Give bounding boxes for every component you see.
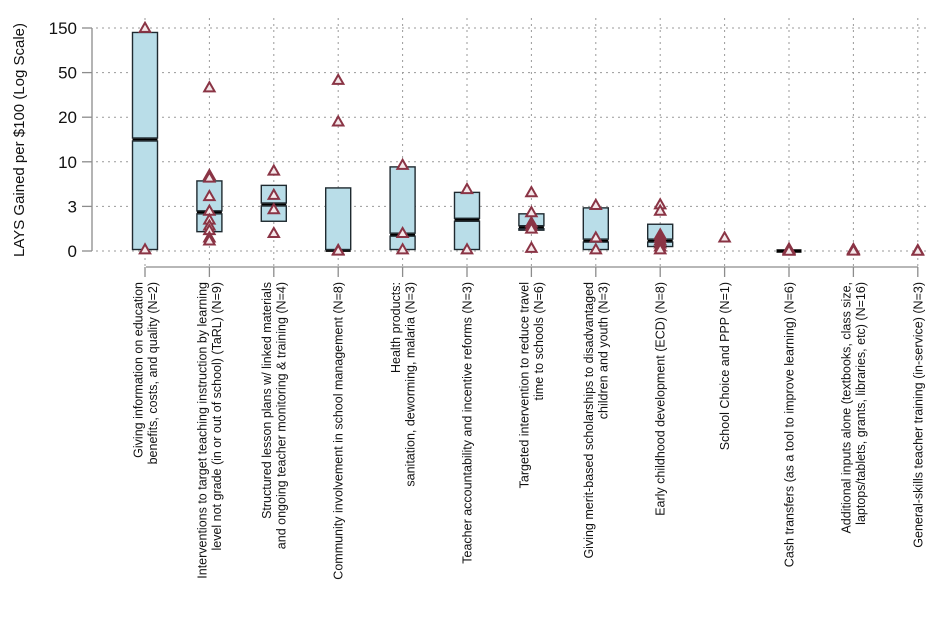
- y-tick-label: 150: [49, 19, 77, 38]
- data-point-triangle: [460, 181, 474, 195]
- category-label-line: Additional inputs alone (textbooks, clas…: [840, 282, 854, 534]
- data-point-triangle: [202, 80, 217, 93]
- category-label-line: and ongoing teacher monitoring & trainin…: [275, 282, 289, 549]
- box-upper: [325, 187, 352, 251]
- category-label-line: level not grade (in or out of school) (T…: [210, 282, 224, 551]
- x-ticks: Giving information on education benefits,…: [131, 267, 925, 580]
- x-tick-label: Giving information on education benefits,…: [131, 282, 160, 464]
- data-point-triangle: [202, 233, 217, 246]
- data-point-triangle: [202, 170, 217, 183]
- y-axis-title: LAYS Gained per $100 (Log Scale): [11, 23, 28, 257]
- gridlines: [96, 18, 930, 267]
- x-tick-label: Interventions to target teaching instruc…: [196, 282, 225, 579]
- data-point-triangle: [524, 221, 539, 234]
- x-tick-label: Giving merit-based scholarships to disad…: [582, 282, 611, 559]
- x-tick-label: Structured lesson plans w/ linked materi…: [260, 282, 289, 549]
- data-point-triangle: [138, 242, 152, 255]
- data-point-triangle: [910, 243, 925, 256]
- category-label-line: Teacher accountability and incentive ref…: [461, 282, 475, 564]
- data-points: [138, 20, 925, 256]
- x-tick-label: Targeted intervention to reduce travel ti…: [518, 282, 547, 488]
- data-point-triangle: [588, 230, 603, 243]
- data-point-triangle: [653, 203, 668, 216]
- data-point-triangle: [266, 163, 281, 176]
- y-tick-label: 0: [68, 242, 77, 261]
- data-point-triangle: [331, 72, 346, 85]
- x-tick-label: Community involvement in school manageme…: [332, 282, 346, 580]
- data-point-triangle: [395, 225, 410, 239]
- x-tick-label: Additional inputs alone (textbooks, clas…: [840, 282, 869, 534]
- category-label-line: Interventions to target teaching instruc…: [196, 282, 210, 579]
- boxes: [131, 31, 802, 253]
- box-lower: [131, 140, 159, 251]
- x-tick-label: Health products: sanitation, deworming, m…: [389, 282, 418, 487]
- category-label-line: Early childhood development (ECD) (N=8): [654, 282, 668, 516]
- data-point-triangle: [331, 243, 346, 256]
- x-tick-label: Teacher accountability and incentive ref…: [461, 282, 475, 564]
- data-point-triangle: [395, 242, 410, 255]
- y-tick-label: 20: [58, 108, 77, 127]
- category-label-line: School Choice and PPP (N=1): [718, 282, 732, 450]
- category-label-line: General-skills teacher training (in-serv…: [911, 282, 925, 548]
- category-label-line: time to schools (N=6): [532, 282, 546, 400]
- category-label-line: Cash transfers (as a tool to improve lea…: [783, 282, 797, 567]
- category-label-line: children and youth (N=3): [597, 282, 611, 419]
- data-point-triangle: [524, 185, 539, 198]
- y-ticks: 0 3 10 20 50 150: [49, 19, 92, 261]
- data-point-triangle: [202, 188, 217, 202]
- data-point-triangle: [846, 243, 861, 256]
- data-point-triangle: [138, 20, 152, 33]
- category-label-line: Structured lesson plans w/ linked materi…: [260, 282, 274, 519]
- data-point-triangle: [395, 157, 410, 170]
- category-label-line: Giving merit-based scholarships to disad…: [582, 282, 596, 559]
- data-point-triangle: [717, 230, 732, 243]
- data-point-triangle: [331, 114, 346, 127]
- data-point-triangle: [266, 225, 281, 239]
- data-point-triangle: [460, 242, 474, 255]
- x-tick-label: General-skills teacher training (in-serv…: [911, 282, 925, 548]
- y-tick-label: 50: [58, 64, 77, 83]
- y-tick-label: 3: [68, 197, 77, 216]
- category-label-line: sanitation, deworming, malaria (N=3): [403, 282, 417, 487]
- data-point-triangle: [266, 187, 281, 200]
- data-point-triangle: [588, 242, 603, 255]
- data-point-triangle: [653, 242, 668, 255]
- x-tick-label: Early childhood development (ECD) (N=8): [654, 282, 668, 516]
- x-tick-label: Cash transfers (as a tool to improve lea…: [783, 282, 797, 567]
- data-point-triangle: [782, 243, 796, 256]
- data-point-triangle: [524, 240, 539, 253]
- category-label-line: Giving information on education: [131, 282, 145, 458]
- box-upper: [131, 31, 159, 139]
- category-label-line: benefits, costs, and quality (N=2): [146, 282, 160, 464]
- category-label-line: Health products:: [389, 282, 403, 373]
- category-label-line: laptops/tablets, grants, libraries, etc)…: [854, 282, 868, 525]
- x-tick-label: School Choice and PPP (N=1): [718, 282, 732, 450]
- box-upper: [389, 166, 416, 234]
- data-point-triangle: [524, 205, 539, 218]
- data-point-triangle: [588, 197, 603, 211]
- box-upper: [453, 191, 481, 219]
- category-label-line: Community involvement in school manageme…: [332, 282, 346, 580]
- category-label-line: Targeted intervention to reduce travel: [518, 282, 532, 488]
- data-point-triangle: [266, 202, 281, 215]
- y-tick-label: 10: [58, 153, 77, 172]
